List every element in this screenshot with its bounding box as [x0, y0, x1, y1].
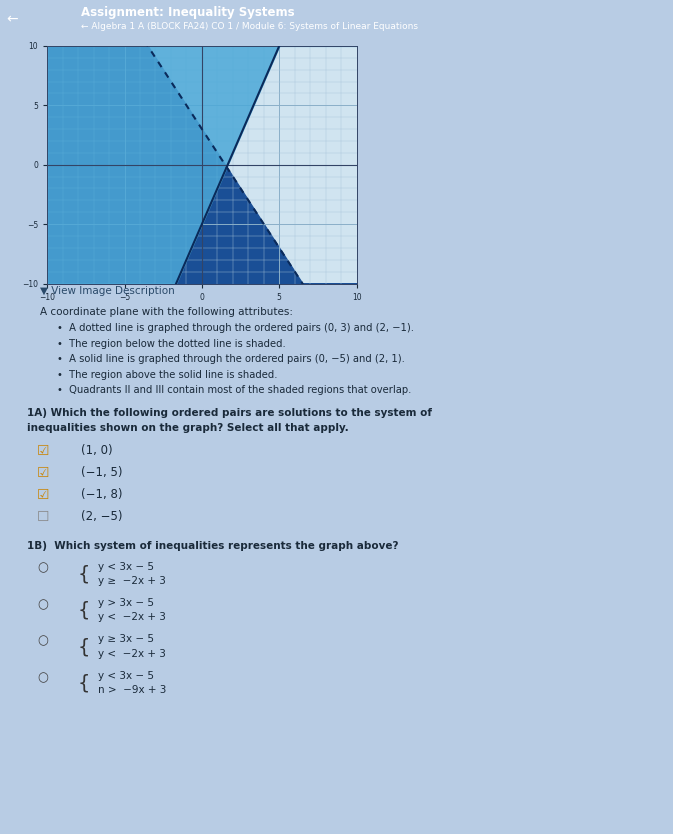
- Text: {: {: [77, 674, 90, 692]
- Text: •  The region below the dotted line is shaded.: • The region below the dotted line is sh…: [57, 339, 286, 349]
- Text: ○: ○: [37, 561, 48, 575]
- Text: ☑: ☑: [37, 466, 50, 480]
- Text: {: {: [77, 600, 90, 620]
- Text: •  A solid line is graphed through the ordered pairs (0, −5) and (2, 1).: • A solid line is graphed through the or…: [57, 354, 405, 364]
- Text: ☑: ☑: [37, 444, 50, 458]
- Text: {: {: [77, 565, 90, 583]
- Text: (−1, 8): (−1, 8): [81, 488, 122, 501]
- Text: 1B)  Which system of inequalities represents the graph above?: 1B) Which system of inequalities represe…: [27, 540, 398, 550]
- Text: y ≥  −2x + 3: y ≥ −2x + 3: [98, 576, 166, 586]
- Text: ○: ○: [37, 671, 48, 684]
- Text: (−1, 5): (−1, 5): [81, 466, 122, 479]
- Text: n >  −9x + 3: n > −9x + 3: [98, 686, 166, 696]
- Text: {: {: [77, 637, 90, 656]
- Text: •  A dotted line is graphed through the ordered pairs (0, 3) and (2, −1).: • A dotted line is graphed through the o…: [57, 323, 414, 333]
- Text: inequalities shown on the graph? Select all that apply.: inequalities shown on the graph? Select …: [27, 423, 349, 433]
- Text: Assignment: Inequality Systems: Assignment: Inequality Systems: [81, 6, 294, 19]
- Text: ☐: ☐: [37, 510, 50, 524]
- Text: ☑: ☑: [37, 488, 50, 502]
- Text: •  The region above the solid line is shaded.: • The region above the solid line is sha…: [57, 369, 278, 379]
- Text: A coordinate plane with the following attributes:: A coordinate plane with the following at…: [40, 307, 293, 317]
- Text: y < 3x − 5: y < 3x − 5: [98, 561, 153, 571]
- Text: y > 3x − 5: y > 3x − 5: [98, 598, 153, 608]
- Text: (2, −5): (2, −5): [81, 510, 122, 523]
- Text: (1, 0): (1, 0): [81, 444, 112, 457]
- Text: •  Quadrants II and III contain most of the shaded regions that overlap.: • Quadrants II and III contain most of t…: [57, 385, 412, 395]
- Text: ←: ←: [7, 13, 18, 26]
- Text: ○: ○: [37, 635, 48, 647]
- Text: ▼ View Image Description: ▼ View Image Description: [40, 286, 175, 296]
- Text: y < 3x − 5: y < 3x − 5: [98, 671, 153, 681]
- Text: y ≥ 3x − 5: y ≥ 3x − 5: [98, 635, 153, 645]
- Text: ○: ○: [37, 598, 48, 611]
- Text: y <  −2x + 3: y < −2x + 3: [98, 649, 166, 659]
- Text: ← Algebra 1 A (BLOCK FA24) CO 1 / Module 6: Systems of Linear Equations: ← Algebra 1 A (BLOCK FA24) CO 1 / Module…: [81, 23, 418, 32]
- Text: y <  −2x + 3: y < −2x + 3: [98, 612, 166, 622]
- Text: 1A) Which the following ordered pairs are solutions to the system of: 1A) Which the following ordered pairs ar…: [27, 408, 432, 418]
